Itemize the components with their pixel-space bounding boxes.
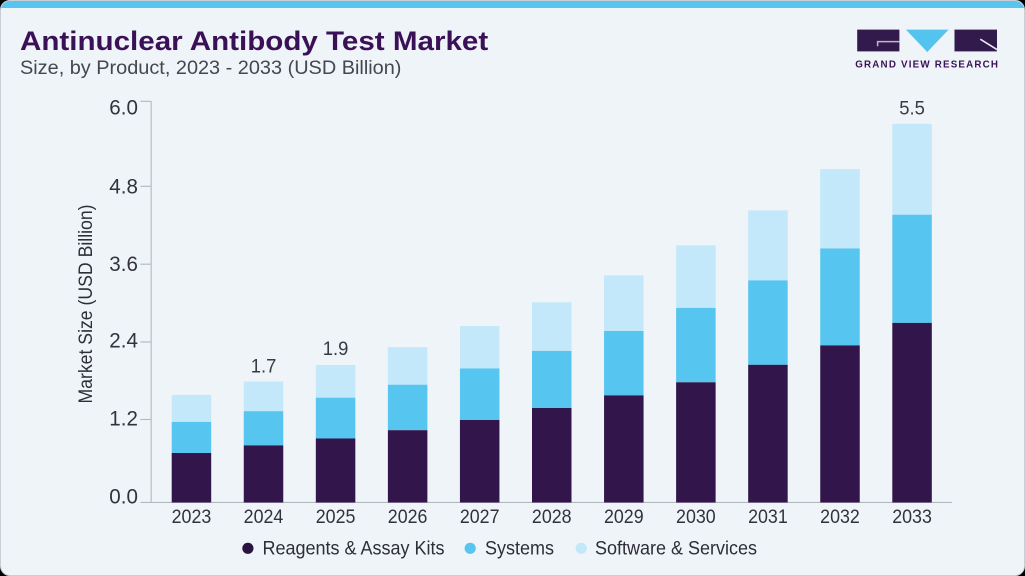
svg-text:GRAND VIEW RESEARCH: GRAND VIEW RESEARCH [855,59,999,70]
svg-text:2027: 2027 [460,505,500,527]
svg-text:2023: 2023 [172,505,212,527]
svg-text:1.7: 1.7 [251,355,277,376]
svg-text:Market Size (USD Billion): Market Size (USD Billion) [74,204,96,403]
svg-text:6.0: 6.0 [109,97,138,120]
svg-text:2029: 2029 [604,505,644,527]
svg-text:4.8: 4.8 [109,175,138,198]
svg-text:3.6: 3.6 [109,253,138,276]
svg-text:5.5: 5.5 [899,97,925,118]
svg-text:2.4: 2.4 [109,329,138,352]
svg-text:2025: 2025 [316,505,356,527]
svg-text:2028: 2028 [532,505,572,527]
svg-text:Systems: Systems [485,538,554,560]
svg-text:1.2: 1.2 [109,407,138,430]
svg-text:Reagents & Assay Kits: Reagents & Assay Kits [263,538,445,560]
svg-text:2026: 2026 [388,505,428,527]
svg-text:2031: 2031 [748,505,788,527]
svg-text:1.9: 1.9 [323,338,349,359]
svg-text:2032: 2032 [820,505,860,527]
svg-text:Software & Services: Software & Services [595,538,757,560]
svg-text:0.0: 0.0 [109,485,138,508]
svg-text:2030: 2030 [676,505,716,527]
svg-text:2024: 2024 [244,505,284,527]
svg-text:2033: 2033 [892,505,932,527]
